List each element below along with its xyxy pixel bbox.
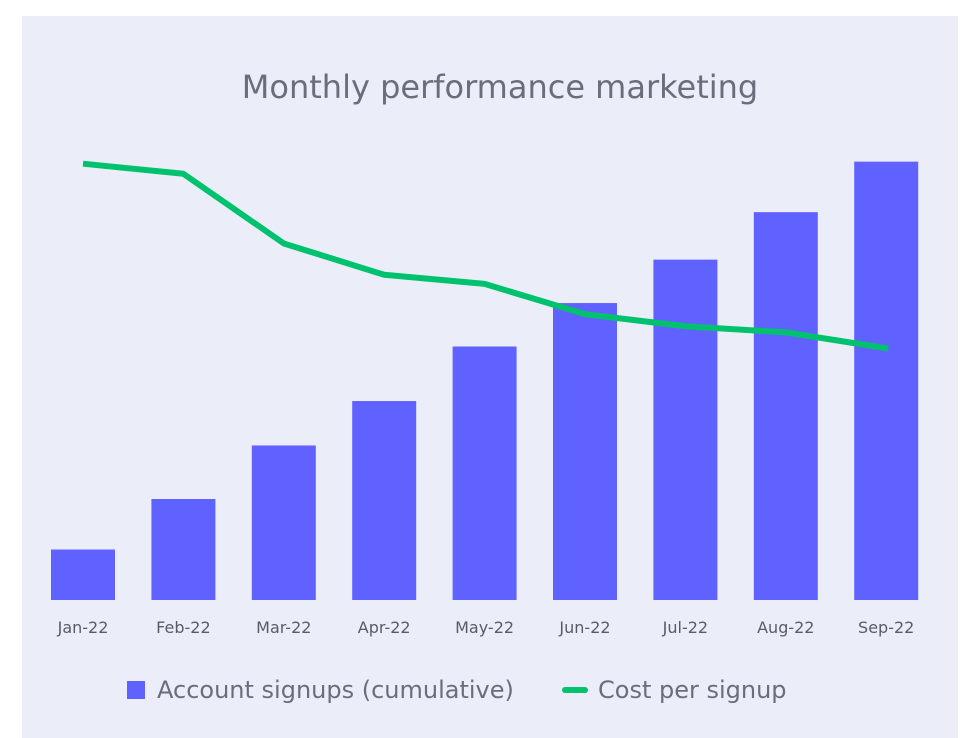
x-tick-label: Jun-22 [558, 618, 610, 637]
bar-Apr-22 [352, 401, 417, 600]
bar-Mar-22 [251, 445, 316, 600]
x-tick-label: Aug-22 [757, 618, 814, 637]
bar-Aug-22 [753, 212, 818, 600]
x-tick-label: Jan-22 [57, 618, 109, 637]
legend-item-cost: Cost per signup [562, 676, 787, 704]
legend-label-signups: Account signups (cumulative) [157, 676, 514, 704]
x-tick-label: Apr-22 [358, 618, 411, 637]
line-cost-per-signup [82, 160, 889, 352]
legend-swatch-signups [127, 681, 145, 699]
x-tick-label: Jul-22 [662, 618, 708, 637]
bar-May-22 [452, 346, 517, 600]
x-tick-label: Mar-22 [256, 618, 311, 637]
bar-Jun-22 [553, 303, 617, 600]
x-tick-label: May-22 [455, 618, 514, 637]
bar-Jul-22 [653, 259, 718, 600]
bar-Sep-22 [854, 161, 919, 600]
bar-Jan-22 [51, 549, 115, 600]
chart-title: Monthly performance marketing [241, 68, 759, 106]
bar-Feb-22 [151, 499, 216, 600]
chart-legend: Account signups (cumulative) Cost per si… [0, 676, 966, 708]
legend-swatch-cost [562, 687, 588, 693]
x-tick-label: Sep-22 [858, 618, 914, 637]
legend-label-cost: Cost per signup [598, 676, 787, 704]
legend-item-signups: Account signups (cumulative) [127, 676, 514, 704]
x-tick-label: Feb-22 [156, 618, 210, 637]
